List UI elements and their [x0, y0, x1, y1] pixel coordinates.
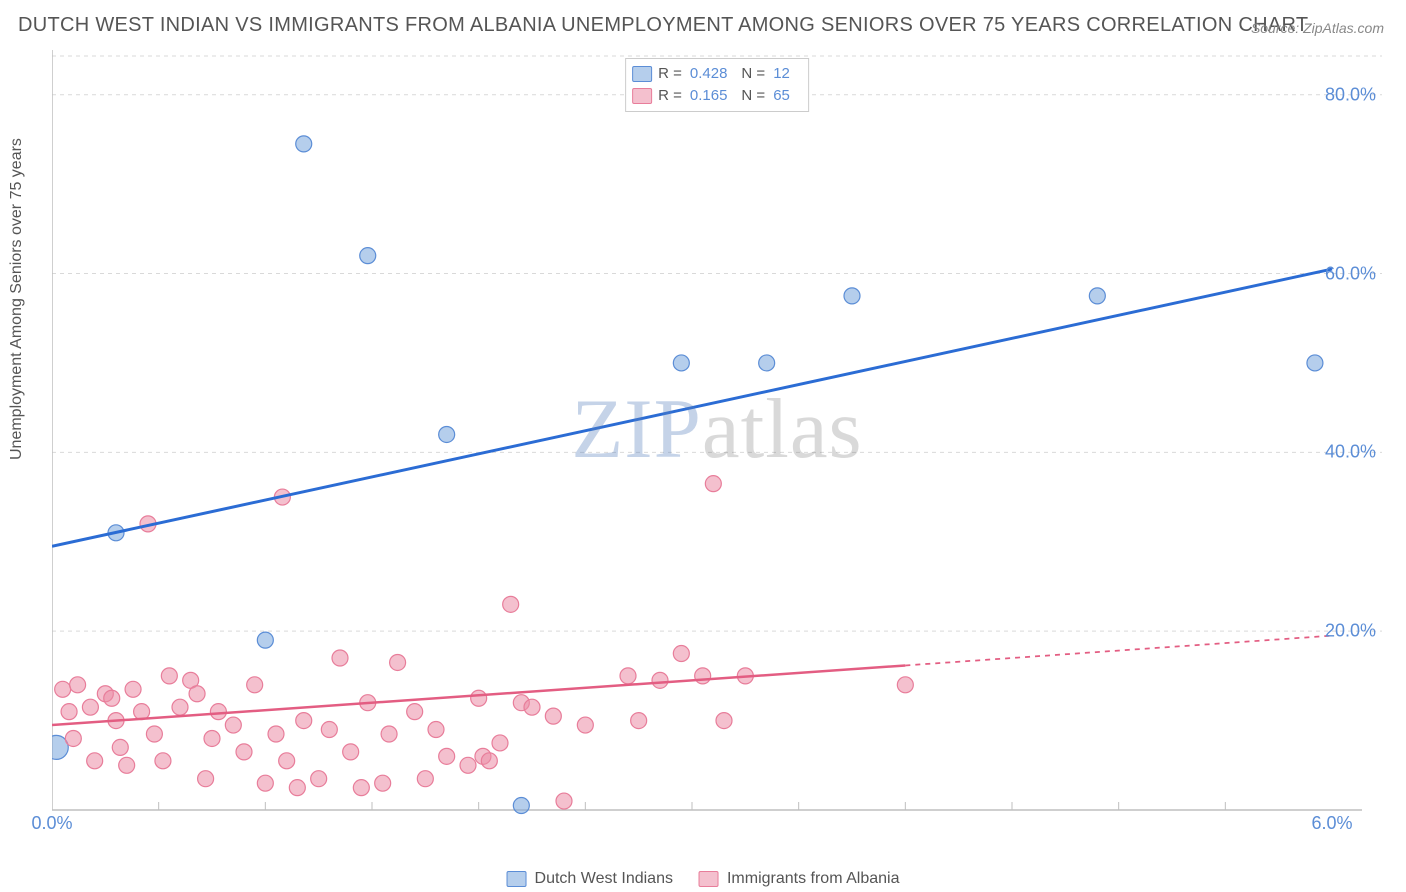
x-tick-label: 6.0% [1311, 813, 1352, 834]
x-tick-label: 0.0% [31, 813, 72, 834]
legend-series-item: Immigrants from Albania [699, 870, 900, 888]
legend-series-item: Dutch West Indians [507, 870, 673, 888]
legend-series-label: Dutch West Indians [535, 870, 673, 888]
y-axis-label: Unemployment Among Seniors over 75 years [8, 138, 26, 460]
chart-area: ZIPatlas R =0.428 N =12 R =0.165 N =65 2… [52, 50, 1382, 840]
legend-series: Dutch West Indians Immigrants from Albani… [507, 870, 900, 888]
x-tick-labels: 0.0%6.0% [52, 50, 1382, 840]
page-title: DUTCH WEST INDIAN VS IMMIGRANTS FROM ALB… [18, 14, 1308, 37]
legend-swatch [699, 871, 719, 887]
legend-swatch [507, 871, 527, 887]
legend-series-label: Immigrants from Albania [727, 870, 900, 888]
source-attribution: Source: ZipAtlas.com [1251, 20, 1384, 36]
